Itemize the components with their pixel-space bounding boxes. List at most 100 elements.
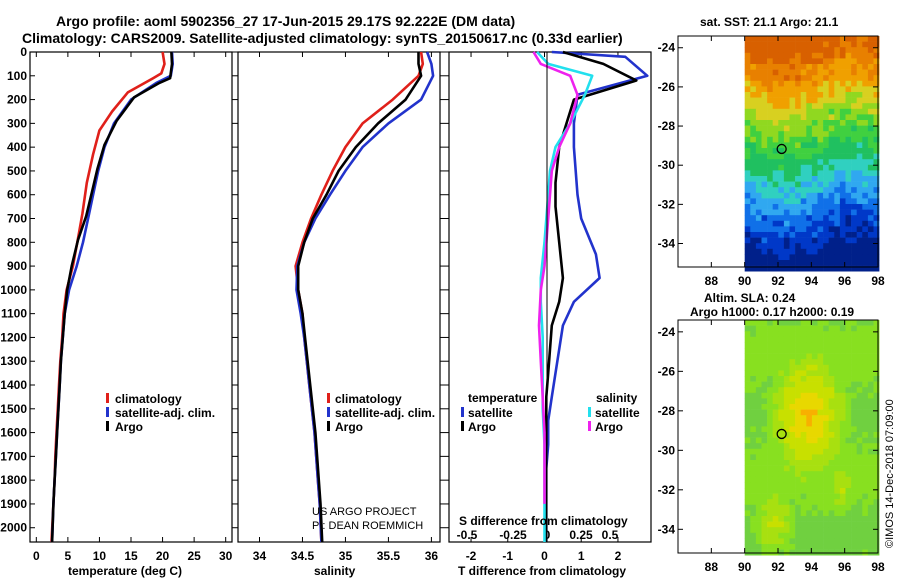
field-cell bbox=[873, 176, 880, 182]
field-cell bbox=[778, 516, 785, 522]
field-cell bbox=[845, 527, 852, 534]
field-cell bbox=[828, 342, 835, 349]
field-cell bbox=[778, 142, 785, 149]
field-cell bbox=[811, 220, 818, 227]
field-cell bbox=[851, 215, 857, 222]
field-cell bbox=[851, 97, 857, 104]
field-cell bbox=[750, 265, 757, 272]
field-cell bbox=[795, 232, 801, 238]
field-cell bbox=[795, 198, 801, 205]
field-cell bbox=[778, 97, 785, 104]
field-cell bbox=[806, 36, 813, 42]
field-cell bbox=[806, 443, 813, 450]
field-cell bbox=[817, 69, 824, 76]
header-line1: Argo profile: aoml 5902356_27 17-Jun-201… bbox=[56, 13, 515, 29]
field-cell bbox=[851, 103, 857, 110]
field-cell bbox=[795, 387, 801, 394]
field-cell bbox=[828, 170, 835, 177]
depth-tick-label: 100 bbox=[7, 69, 27, 83]
field-cell bbox=[817, 248, 824, 255]
field-cell bbox=[778, 69, 785, 76]
field-cell bbox=[800, 404, 807, 410]
field-cell bbox=[862, 516, 869, 522]
field-cell bbox=[851, 181, 857, 188]
field-cell bbox=[873, 387, 880, 394]
field-cell bbox=[845, 64, 852, 70]
field-cell bbox=[867, 538, 874, 545]
field-cell bbox=[795, 204, 801, 210]
field-cell bbox=[823, 376, 829, 382]
field-cell bbox=[862, 320, 869, 326]
field-cell bbox=[795, 443, 801, 450]
field-cell bbox=[750, 226, 757, 233]
field-cell bbox=[867, 415, 874, 422]
field-cell bbox=[744, 232, 751, 238]
field-cell bbox=[823, 370, 829, 377]
field-cell bbox=[761, 465, 768, 472]
field-cell bbox=[817, 215, 824, 222]
field-cell bbox=[772, 58, 779, 65]
field-cell bbox=[834, 164, 841, 171]
field-cell bbox=[873, 465, 880, 472]
field-cell bbox=[817, 209, 824, 216]
field-cell bbox=[772, 159, 779, 166]
field-cell bbox=[800, 476, 807, 483]
field-cell bbox=[772, 336, 779, 343]
field-cell bbox=[811, 527, 818, 534]
field-cell bbox=[834, 114, 841, 121]
field-cell bbox=[806, 544, 813, 550]
field-cell bbox=[817, 131, 824, 138]
field-cell bbox=[806, 471, 813, 478]
field-cell bbox=[767, 460, 773, 466]
field-cell bbox=[767, 488, 773, 494]
field-cell bbox=[750, 153, 757, 160]
field-cell bbox=[811, 353, 818, 360]
field-cell bbox=[800, 353, 807, 360]
field-cell bbox=[823, 153, 829, 160]
field-cell bbox=[811, 86, 818, 93]
field-cell bbox=[845, 454, 852, 461]
field-cell bbox=[862, 364, 869, 371]
field-cell bbox=[834, 320, 841, 326]
field-cell bbox=[755, 437, 762, 444]
field-cell bbox=[767, 58, 773, 65]
field-cell bbox=[817, 254, 824, 261]
field-cell bbox=[873, 348, 880, 354]
depth-tick-label: 200 bbox=[7, 93, 27, 107]
field-cell bbox=[862, 64, 869, 70]
field-cell bbox=[839, 69, 846, 76]
field-cell bbox=[839, 103, 846, 110]
field-cell bbox=[834, 493, 841, 500]
field-cell bbox=[845, 58, 852, 65]
field-cell bbox=[750, 176, 757, 182]
field-cell bbox=[862, 448, 869, 455]
field-cell bbox=[867, 181, 874, 188]
field-cell bbox=[828, 499, 835, 506]
field-cell bbox=[783, 493, 790, 500]
field-cell bbox=[789, 159, 796, 166]
field-cell bbox=[856, 443, 863, 450]
field-cell bbox=[761, 482, 768, 489]
field-cell bbox=[867, 47, 874, 54]
field-cell bbox=[823, 420, 829, 427]
field-cell bbox=[772, 420, 779, 427]
field-cell bbox=[789, 488, 796, 494]
field-cell bbox=[828, 437, 835, 444]
field-cell bbox=[800, 136, 807, 143]
field-cell bbox=[845, 415, 852, 422]
field-cell bbox=[811, 58, 818, 65]
field-cell bbox=[817, 243, 824, 250]
field-cell bbox=[823, 47, 829, 54]
field-cell bbox=[834, 125, 841, 132]
field-cell bbox=[867, 136, 874, 143]
field-cell bbox=[851, 364, 857, 371]
field-cell bbox=[811, 387, 818, 394]
field-cell bbox=[834, 226, 841, 233]
field-cell bbox=[778, 320, 785, 326]
field-cell bbox=[761, 336, 768, 343]
field-cell bbox=[817, 192, 824, 199]
lon-tick-label: 94 bbox=[805, 560, 819, 574]
field-cell bbox=[828, 376, 835, 382]
field-cell bbox=[867, 370, 874, 377]
